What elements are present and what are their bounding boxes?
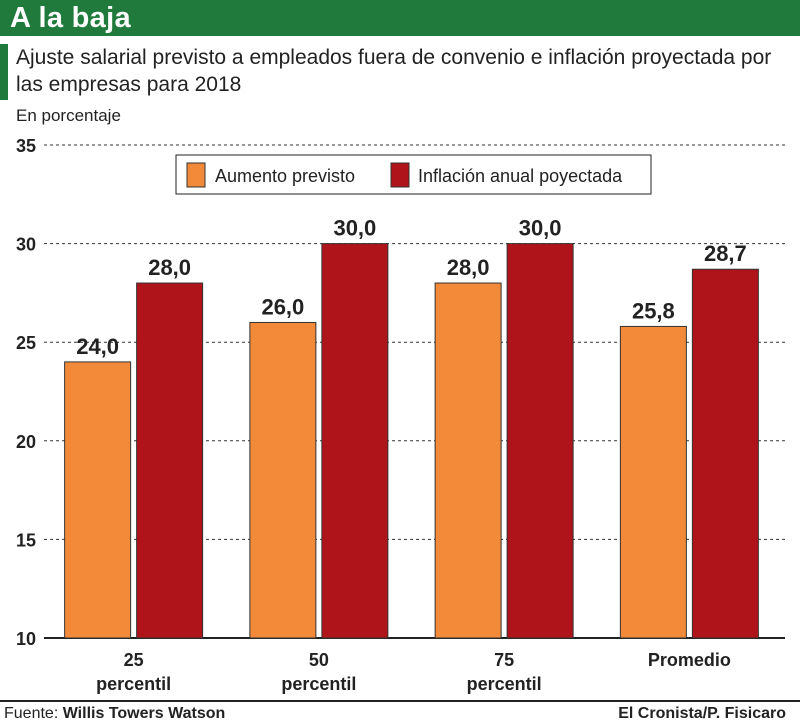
x-tick-label: 50 (309, 650, 329, 670)
legend-swatch-inflacion (390, 162, 410, 188)
data-label: 28,0 (148, 255, 191, 280)
bar-aumento (434, 282, 502, 639)
unit-label: En porcentaje (16, 106, 121, 125)
x-tick-label: percentil (96, 674, 171, 694)
y-tick-label: 15 (16, 530, 36, 550)
x-tick-label: percentil (281, 674, 356, 694)
x-tick-label: 75 (494, 650, 514, 670)
bar-aumento (619, 325, 687, 639)
bar-inflacion (506, 243, 574, 639)
x-tick-label: percentil (467, 674, 542, 694)
source-name: Willis Towers Watson (62, 705, 226, 722)
credit: El Cronista/P. Fisicaro (618, 705, 786, 722)
y-tick-label: 20 (16, 432, 36, 452)
legend-label: Inflación anual poyectada (418, 166, 623, 186)
legend-swatch-aumento (186, 162, 206, 188)
data-label: 25,8 (632, 298, 675, 323)
bar-inflacion (691, 268, 759, 639)
subtitle-accent (0, 44, 8, 100)
bar-aumento (64, 361, 132, 639)
data-label: 30,0 (333, 216, 376, 241)
bar-aumento (249, 321, 317, 639)
bar-inflacion (321, 243, 389, 639)
y-tick-label: 35 (16, 136, 36, 156)
data-label: 28,7 (704, 241, 747, 266)
chart-subtitle: Ajuste salarial previsto a empleados fue… (16, 46, 772, 96)
legend-box (175, 154, 652, 195)
y-tick-label: 30 (16, 235, 36, 255)
source-note: Fuente: Willis Towers Watson (4, 705, 225, 723)
data-label: 24,0 (76, 334, 119, 359)
source-prefix: Fuente: (4, 705, 59, 722)
y-tick-label: 25 (16, 333, 36, 353)
data-label: 28,0 (447, 255, 490, 280)
data-label: 26,0 (261, 294, 304, 319)
header-bar: A la baja (0, 0, 800, 36)
legend-label: Aumento previsto (215, 166, 355, 186)
bar-inflacion (136, 282, 204, 639)
bar-chart: 35 30 25 20 15 10 24,0 28,0 25 percentil 26,0 30,0 5… (16, 136, 785, 694)
y-tick-label: 10 (16, 629, 36, 649)
data-label: 30,0 (519, 216, 562, 241)
x-tick-label: Promedio (648, 650, 731, 670)
page-title: A la baja (10, 2, 131, 34)
footer-divider (0, 700, 800, 702)
x-tick-label: 25 (124, 650, 144, 670)
